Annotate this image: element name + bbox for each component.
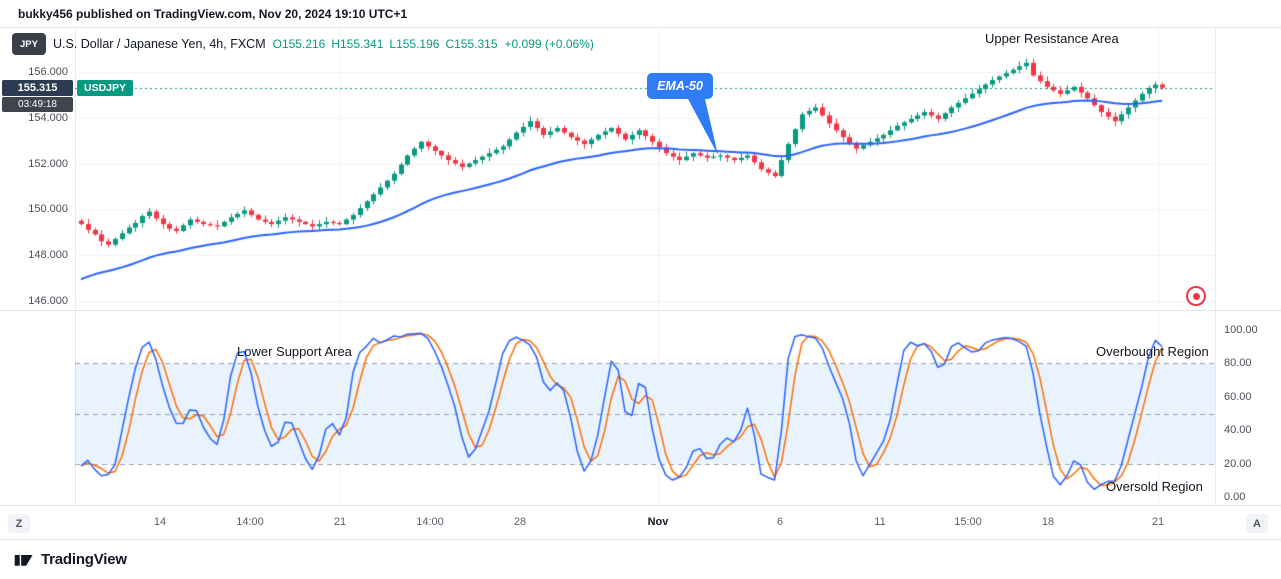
- last-price-badge: 155.315: [2, 80, 73, 96]
- time-axis-tick: 14:00: [416, 516, 444, 528]
- time-axis-tick: 18: [1041, 516, 1055, 528]
- price-axis[interactable]: 156.000 154.000 152.000 150.000 148.000 146.0…: [0, 28, 75, 505]
- time-axis-tick: 15:00: [954, 516, 982, 528]
- timezone-button[interactable]: Z: [8, 514, 30, 533]
- time-axis-tick: 14: [153, 516, 167, 528]
- red-marker-dot-icon: [1192, 292, 1200, 300]
- footer: TradingView: [0, 540, 1281, 579]
- auto-scale-button[interactable]: A: [1246, 514, 1268, 533]
- overbought-region-label[interactable]: Overbought Region: [1096, 344, 1209, 359]
- panel-divider[interactable]: [0, 310, 1281, 311]
- bar-countdown-badge: 03:49:18: [2, 97, 73, 112]
- lower-support-label[interactable]: Lower Support Area: [237, 344, 352, 359]
- price-axis-tick: 154.000: [28, 111, 68, 124]
- oscillator-axis-tick: 20.00: [1224, 457, 1252, 470]
- oscillator-canvas[interactable]: [75, 310, 1215, 505]
- upper-resistance-label[interactable]: Upper Resistance Area: [985, 31, 1119, 46]
- footer-divider: [0, 539, 1281, 540]
- symbol-price-label: USDJPY: [77, 80, 133, 96]
- time-axis-tick: Nov: [647, 516, 669, 528]
- tradingview-brand-text[interactable]: TradingView: [41, 551, 127, 568]
- time-axis-tick: 14:00: [236, 516, 264, 528]
- publish-bar: bukky456 published on TradingView.com, N…: [0, 0, 1281, 28]
- open-value: O155.216: [272, 37, 326, 51]
- time-axis-tick: 28: [513, 516, 527, 528]
- chart-area: JPY U.S. Dollar / Japanese Yen, 4h, FXCM…: [0, 28, 1281, 540]
- time-axis-tick: 21: [333, 516, 347, 528]
- red-marker-icon: [1186, 286, 1206, 306]
- low-value: L155.196: [389, 37, 440, 51]
- oscillator-axis-tick: 100.00: [1224, 324, 1258, 336]
- price-axis-tick: 148.000: [28, 249, 68, 261]
- oscillator-axis[interactable]: 100.00 80.00 60.00 40.00 20.00 0.00: [1216, 28, 1281, 505]
- chart-title[interactable]: U.S. Dollar / Japanese Yen, 4h, FXCM: [53, 37, 266, 51]
- oscillator-axis-tick: 80.00: [1224, 357, 1252, 370]
- price-axis-tick: 152.000: [28, 157, 68, 170]
- oscillator-axis-tick: 40.00: [1224, 424, 1252, 437]
- time-axis-tick: 21: [1151, 516, 1165, 528]
- change-value: +0.099 (+0.06%): [504, 37, 594, 51]
- oscillator-axis-tick: 0.00: [1224, 491, 1246, 503]
- price-axis-tick: 156.000: [28, 66, 68, 78]
- ema-callout[interactable]: EMA-50: [647, 73, 713, 99]
- price-axis-tick: 150.000: [28, 203, 68, 216]
- time-axis-tick: 11: [874, 516, 886, 528]
- price-axis-tick: 146.000: [28, 294, 68, 307]
- oscillator-axis-tick: 60.00: [1224, 390, 1252, 403]
- close-value: C155.315: [445, 37, 498, 51]
- ema-callout-tail-icon: [688, 99, 718, 155]
- symbol-logo: JPY: [12, 33, 46, 55]
- ohlc-values: O155.216 H155.341 L155.196 C155.315: [273, 37, 498, 51]
- time-axis[interactable]: 14 14:00 21 14:00 28 Nov 6 11 15:00 18 21: [0, 506, 1281, 540]
- chart-legend[interactable]: JPY U.S. Dollar / Japanese Yen, 4h, FXCM…: [12, 33, 594, 55]
- time-axis-tick: 6: [776, 516, 784, 528]
- right-axis-border: [1215, 28, 1216, 505]
- high-value: H155.341: [331, 37, 384, 51]
- oversold-region-label[interactable]: Oversold Region: [1106, 479, 1203, 494]
- price-chart-canvas[interactable]: [75, 28, 1215, 310]
- tradingview-logo-icon[interactable]: [14, 550, 34, 570]
- time-axis-divider: [0, 505, 1281, 506]
- publish-info-text: bukky456 published on TradingView.com, N…: [18, 6, 408, 21]
